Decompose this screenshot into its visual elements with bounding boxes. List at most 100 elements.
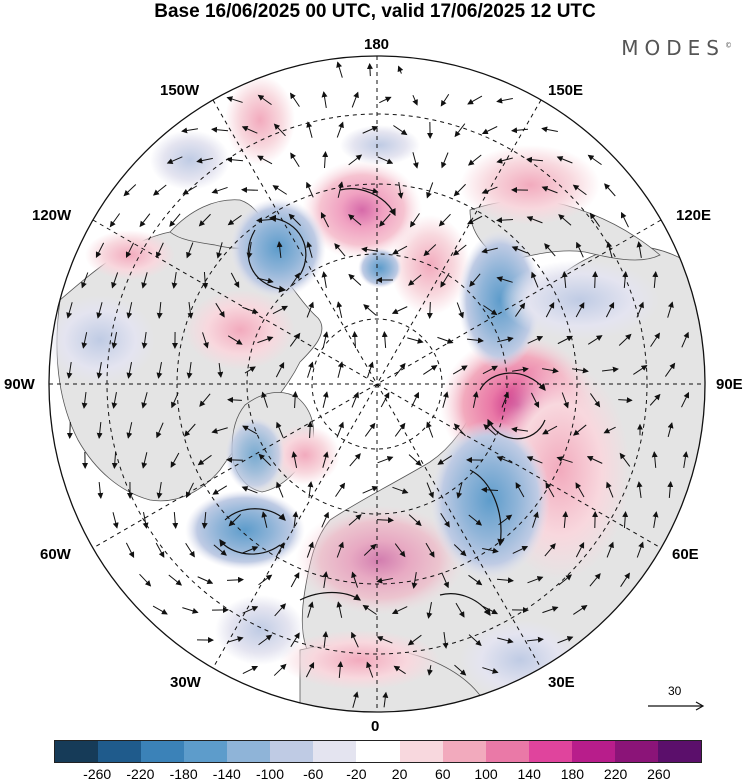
wind-vector-arrow: [81, 272, 89, 289]
wind-vector-arrow: [440, 272, 450, 288]
wind-vector-arrow: [408, 274, 422, 286]
wind-vector-arrow: [348, 273, 362, 286]
wind-vector-arrow: [334, 243, 346, 257]
wind-vector-arrow: [226, 156, 244, 163]
wind-vector-arrow: [397, 182, 404, 199]
wind-vector-arrow: [184, 423, 196, 437]
colorbar-tick-label: -140: [212, 766, 241, 782]
wind-vector-arrow: [169, 213, 181, 227]
wind-vector-arrow: [467, 95, 483, 105]
neg-north-atlantic: [185, 490, 305, 570]
colorbar-swatch: [657, 741, 701, 762]
wind-vector-arrow: [81, 332, 88, 349]
wind-vector-arrow: [526, 456, 543, 464]
wind-vector-arrow: [379, 213, 391, 227]
wind-vector-arrow: [320, 211, 330, 228]
wind-vector-arrow: [469, 273, 481, 287]
map-boundary: [48, 55, 706, 713]
colorbar-tick-label: -180: [169, 766, 198, 782]
wind-vector-arrow: [111, 392, 118, 409]
wind-vector-arrow: [337, 181, 344, 198]
wind-vector-arrow: [186, 362, 193, 379]
lon-label-150w: 150W: [160, 82, 200, 99]
wind-vector-arrow: [379, 96, 392, 104]
wind-vector-arrow: [530, 392, 540, 409]
wind-vector-arrow: [391, 606, 408, 614]
wind-vector-arrow: [572, 367, 589, 374]
wind-vector-arrow: [185, 543, 195, 558]
wind-vector-arrow: [197, 454, 212, 466]
wind-vector-arrow: [558, 214, 572, 226]
neg-west-siberia: [430, 420, 550, 580]
wind-vector-arrow: [498, 514, 513, 526]
wind-vector-arrow: [545, 302, 555, 318]
wind-vector-arrow: [636, 541, 644, 558]
wind-vector-arrow: [276, 241, 283, 259]
wind-vector-arrow: [545, 482, 555, 498]
wind-vector-arrow: [258, 634, 273, 646]
wind-vector-arrow: [96, 302, 103, 319]
wind-vector-arrow: [306, 241, 313, 258]
reference-vector: 30: [646, 684, 706, 714]
colorbar-tick-label: -100: [255, 766, 285, 782]
wind-vector-arrow: [575, 482, 585, 498]
wind-vector-arrow: [226, 456, 244, 463]
wind-vector-arrow: [273, 663, 287, 676]
wind-vector-arrow: [573, 605, 588, 615]
wind-vector-arrow: [496, 217, 514, 224]
wind-vector-arrow: [562, 511, 569, 529]
wind-vector-arrow: [542, 367, 559, 374]
wind-vector-arrow: [542, 425, 558, 435]
wind-vector-arrow: [681, 331, 689, 348]
wind-vector-arrow: [651, 451, 658, 468]
wind-vector-arrow: [335, 482, 346, 497]
wind-vector-arrow: [427, 665, 433, 676]
wind-vector-arrow: [274, 603, 286, 617]
wind-vector-arrow: [217, 363, 224, 378]
wind-vector-arrow: [211, 186, 228, 194]
wind-vector-arrow: [290, 572, 300, 588]
wind-vector-arrow: [351, 631, 359, 648]
wind-vector-arrow: [185, 482, 194, 499]
wind-vector-arrow: [556, 156, 573, 164]
wind-vector-arrow: [544, 243, 556, 257]
wind-vector-arrow: [440, 93, 450, 107]
colorbar-swatch: [528, 741, 572, 762]
wind-vector-arrow: [454, 664, 467, 676]
wind-vector-arrow: [227, 636, 244, 643]
wind-vector-arrow: [620, 211, 629, 228]
wind-vector-arrow: [633, 364, 648, 375]
wind-vector-arrow: [681, 391, 690, 408]
wind-vector-arrow: [152, 605, 168, 615]
wind-vector-arrow: [606, 481, 614, 498]
wind-vector-arrow: [336, 601, 343, 618]
wind-vector-arrow: [590, 393, 601, 408]
wind-vector-arrow: [201, 511, 208, 529]
colorbar-tick-label: 100: [474, 766, 498, 782]
wind-vector-arrow: [112, 512, 119, 529]
wind-vector-arrow: [456, 482, 463, 499]
wind-vector-arrow: [172, 511, 179, 529]
wind-vector-arrow: [257, 155, 273, 165]
wind-vector-arrow: [496, 157, 513, 164]
map-disc: [49, 56, 705, 712]
colorbar-swatch: [571, 741, 615, 762]
wind-vector-arrow: [526, 156, 544, 163]
wind-vector-arrow: [307, 421, 314, 439]
wind-vector-arrow: [407, 337, 424, 344]
wind-vector-arrow: [604, 183, 616, 197]
wind-vector-arrow: [211, 126, 229, 133]
wind-vector-arrow: [472, 391, 479, 408]
wind-vector-arrow: [667, 301, 674, 318]
wind-vector-arrow: [139, 213, 151, 228]
wind-vector-arrow: [292, 391, 299, 409]
wind-vector-arrow: [380, 392, 390, 408]
map-title: Base 16/06/2025 00 UTC, valid 17/06/2025…: [154, 1, 596, 22]
wind-vector-arrow: [541, 126, 558, 133]
wind-vector-arrow: [381, 331, 388, 349]
wind-vector-arrow: [650, 332, 661, 347]
wind-vector-arrow: [363, 543, 377, 556]
wind-vector-arrow: [426, 301, 433, 319]
wind-vector-arrow: [156, 482, 163, 499]
wind-vector-arrow: [125, 242, 135, 259]
